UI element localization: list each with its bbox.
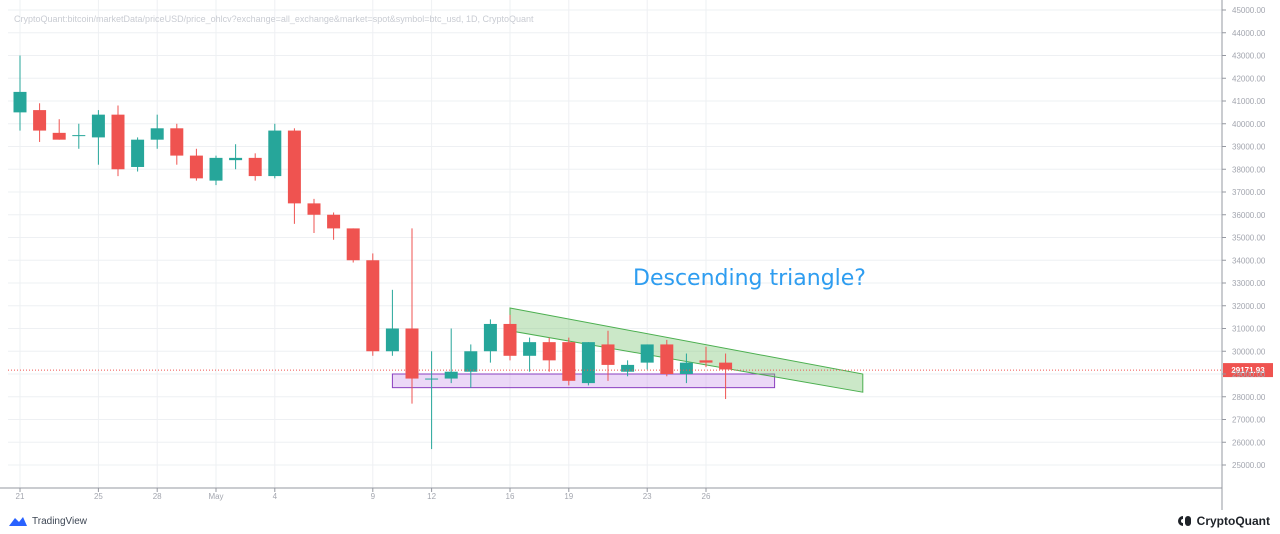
price-tick-label: 40000.00 [1232,120,1266,129]
candle-body[interactable] [385,328,399,352]
candle-body[interactable] [150,128,164,140]
candle-body[interactable] [483,323,497,352]
time-tick-label: 23 [643,492,652,501]
time-tick-label: 12 [427,492,436,501]
last-price-tag [1223,363,1273,378]
candle-body[interactable] [405,328,419,379]
chart-grid [8,0,1222,488]
price-tick-label: 33000.00 [1232,279,1266,288]
price-tick-label: 30000.00 [1232,347,1266,356]
time-tick-label: 25 [94,492,103,501]
price-tick-label: 28000.00 [1232,393,1266,402]
candle-body[interactable] [425,378,439,380]
candle-body[interactable] [679,362,693,374]
time-tick-label: 16 [506,492,515,501]
price-tick-label: 37000.00 [1232,188,1266,197]
candle-body[interactable] [523,342,537,356]
time-tick-label: 26 [702,492,711,501]
candle-body[interactable] [562,342,576,381]
candle-body[interactable] [542,342,556,361]
descending-triangle-annotation[interactable]: Descending triangle? [633,266,866,291]
candle-body[interactable] [131,139,145,167]
price-tick-label: 39000.00 [1232,143,1266,152]
candle-body[interactable] [209,157,223,181]
candle-body[interactable] [13,91,27,113]
candle-body[interactable] [346,228,360,261]
price-tick-label: 26000.00 [1232,438,1266,447]
candle-body[interactable] [268,130,282,177]
price-tick-label: 38000.00 [1232,165,1266,174]
candle-body[interactable] [444,371,458,379]
candle-body[interactable] [327,214,341,229]
cryptoquant-label: CryptoQuant [1196,514,1270,528]
price-tick-label: 29000.00 [1232,370,1266,379]
time-tick-label: 4 [273,492,278,501]
candle-body[interactable] [72,135,86,137]
tradingview-label: TradingView [32,515,88,527]
candle-body[interactable] [719,362,733,370]
candle-body[interactable] [33,110,47,131]
price-tick-label: 44000.00 [1232,29,1266,38]
candle-body[interactable] [170,128,184,156]
time-axis: 21 25 28 May 4 9 12 16 19 23 26 [0,487,1222,501]
candle-body[interactable] [307,203,321,215]
cryptoquant-logo[interactable]: CryptoQuant [1177,513,1270,529]
annotations-layer [391,307,864,393]
price-tick-label: 25000.00 [1232,461,1266,470]
candle-body[interactable] [248,157,262,177]
candle-body[interactable] [621,364,635,372]
candle-body[interactable] [366,260,380,352]
tradingview-icon [9,517,27,526]
price-tick-label: 43000.00 [1232,52,1266,61]
price-tick-label: 42000.00 [1232,74,1266,83]
candle-body[interactable] [52,132,66,140]
candle-body[interactable] [640,344,654,363]
price-tick-label: 36000.00 [1232,211,1266,220]
time-tick-label: May [208,492,223,501]
price-tick-label: 27000.00 [1232,416,1266,425]
time-tick-label: 19 [564,492,573,501]
price-tick-label: 45000.00 [1232,6,1266,15]
time-tick-label: 21 [16,492,25,501]
candle-body[interactable] [189,155,203,179]
cryptoquant-icon [1177,516,1191,526]
price-tick-label: 35000.00 [1232,234,1266,243]
candle-body[interactable] [111,114,125,170]
candle-body[interactable] [464,351,478,372]
candle-body[interactable] [699,360,713,363]
candles-layer [13,55,733,450]
candle-body[interactable] [91,114,105,138]
price-tick-label: 31000.00 [1232,325,1266,334]
candle-body[interactable] [229,157,243,161]
candle-body[interactable] [660,344,674,374]
data-source-label: CryptoQuant:bitcoin/marketData/priceUSD/… [14,14,534,24]
candle-body[interactable] [601,344,615,365]
price-tick-label: 34000.00 [1232,256,1266,265]
time-tick-label: 9 [371,492,376,501]
last-price-label: 29171.93 [1231,366,1265,375]
price-tick-label: 41000.00 [1232,97,1266,106]
candle-body[interactable] [287,130,301,204]
candle-body[interactable] [581,342,595,384]
price-chart[interactable]: CryptoQuant:bitcoin/marketData/priceUSD/… [0,0,1280,510]
price-axis: 45000.00 44000.00 43000.00 42000.00 41000.00… [1221,0,1266,510]
tradingview-logo[interactable]: TradingView [8,513,87,529]
overlay-layer: 29171.93 Descending triangle? [8,266,1273,378]
price-tick-label: 32000.00 [1232,302,1266,311]
time-tick-label: 28 [153,492,162,501]
candle-body[interactable] [503,323,517,356]
